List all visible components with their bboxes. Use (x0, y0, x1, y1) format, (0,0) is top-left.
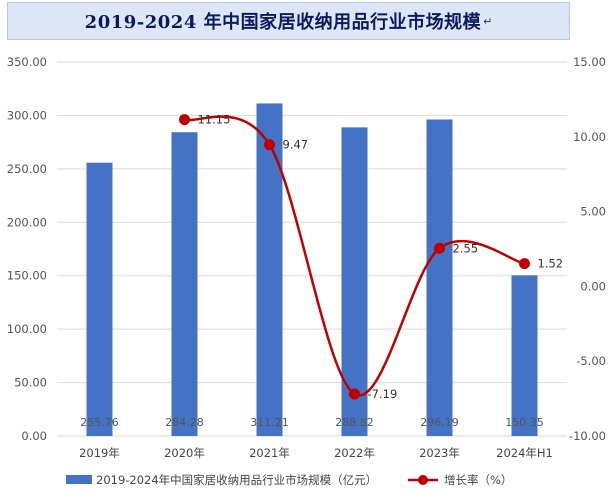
y-left-tick-label: 250.00 (7, 162, 47, 176)
x-tick-label: 2024年H1 (496, 446, 553, 460)
y-right-tick-label: 5.00 (580, 205, 606, 219)
bar (511, 275, 538, 436)
bar-value-label: 150.35 (505, 416, 544, 429)
legend-bar-swatch (66, 475, 92, 484)
bar-value-label: 284.28 (165, 416, 204, 429)
growth-rate-point (519, 258, 530, 270)
x-tick-label: 2023年 (419, 446, 460, 460)
axis-labels: 0.00 50.00 100.00 150.00 200.00 250.00 300.00 3… (7, 55, 606, 460)
x-tick-label: 2021年 (249, 446, 290, 460)
y-right-tick-label: 10.00 (573, 130, 606, 144)
bar-value-label: 255.76 (80, 416, 119, 429)
chart-title: 2019-2024 年中国家居收纳用品行业市场规模 (84, 12, 482, 33)
bar (426, 119, 453, 437)
y-left-tick-label: 150.00 (7, 269, 47, 283)
bar-value-label: 311.21 (250, 416, 289, 429)
bar-value-label: 288.82 (335, 416, 374, 429)
legend-bar-label: 2019-2024年中国家居收纳用品行业市场规模（亿元） (96, 473, 377, 487)
growth-rate-point (264, 139, 275, 151)
growth-rate-label: 9.47 (283, 138, 309, 152)
bar (86, 162, 113, 436)
legend-line-marker (418, 475, 428, 485)
y-left-tick-label: 100.00 (7, 322, 47, 336)
line-series: 11.15 9.47 -7.19 2.55 1.52 (179, 113, 563, 401)
y-left-tick-label: 200.00 (7, 215, 47, 229)
chart-title-bar: 2019-2024 年中国家居收纳用品行业市场规模 ↵ (7, 2, 570, 40)
growth-rate-label: 1.52 (538, 257, 564, 271)
growth-rate-label: -7.19 (368, 387, 398, 401)
growth-rate-point (349, 388, 360, 400)
y-right-tick-label: 15.00 (573, 55, 606, 69)
y-left-tick-label: 350.00 (7, 55, 47, 69)
y-left-tick-label: 300.00 (7, 108, 47, 122)
legend: 2019-2024年中国家居收纳用品行业市场规模（亿元） 增长率（%） (66, 473, 512, 487)
growth-rate-label: 2.55 (453, 241, 479, 255)
y-right-tick-label: 0.00 (580, 279, 606, 293)
growth-rate-point (434, 242, 445, 254)
growth-rate-point (179, 114, 190, 126)
x-tick-label: 2019年 (79, 446, 120, 460)
x-tick-label: 2020年 (164, 446, 205, 460)
y-right-tick-label: -5.00 (576, 354, 606, 368)
legend-line-label: 增长率（%） (444, 473, 512, 487)
growth-rate-label: 11.15 (198, 113, 231, 127)
y-left-tick-label: 50.00 (14, 376, 47, 390)
bar-value-label: 296.19 (420, 416, 459, 429)
return-mark: ↵ (483, 14, 493, 28)
bar (171, 132, 198, 437)
y-left-tick-label: 0.00 (21, 429, 47, 443)
x-tick-label: 2022年 (334, 446, 375, 460)
y-right-tick-label: -10.00 (569, 429, 606, 443)
bar (256, 103, 283, 436)
bar-series: 255.76 284.28 311.21 288.82 296.19 150.35 (80, 103, 544, 437)
